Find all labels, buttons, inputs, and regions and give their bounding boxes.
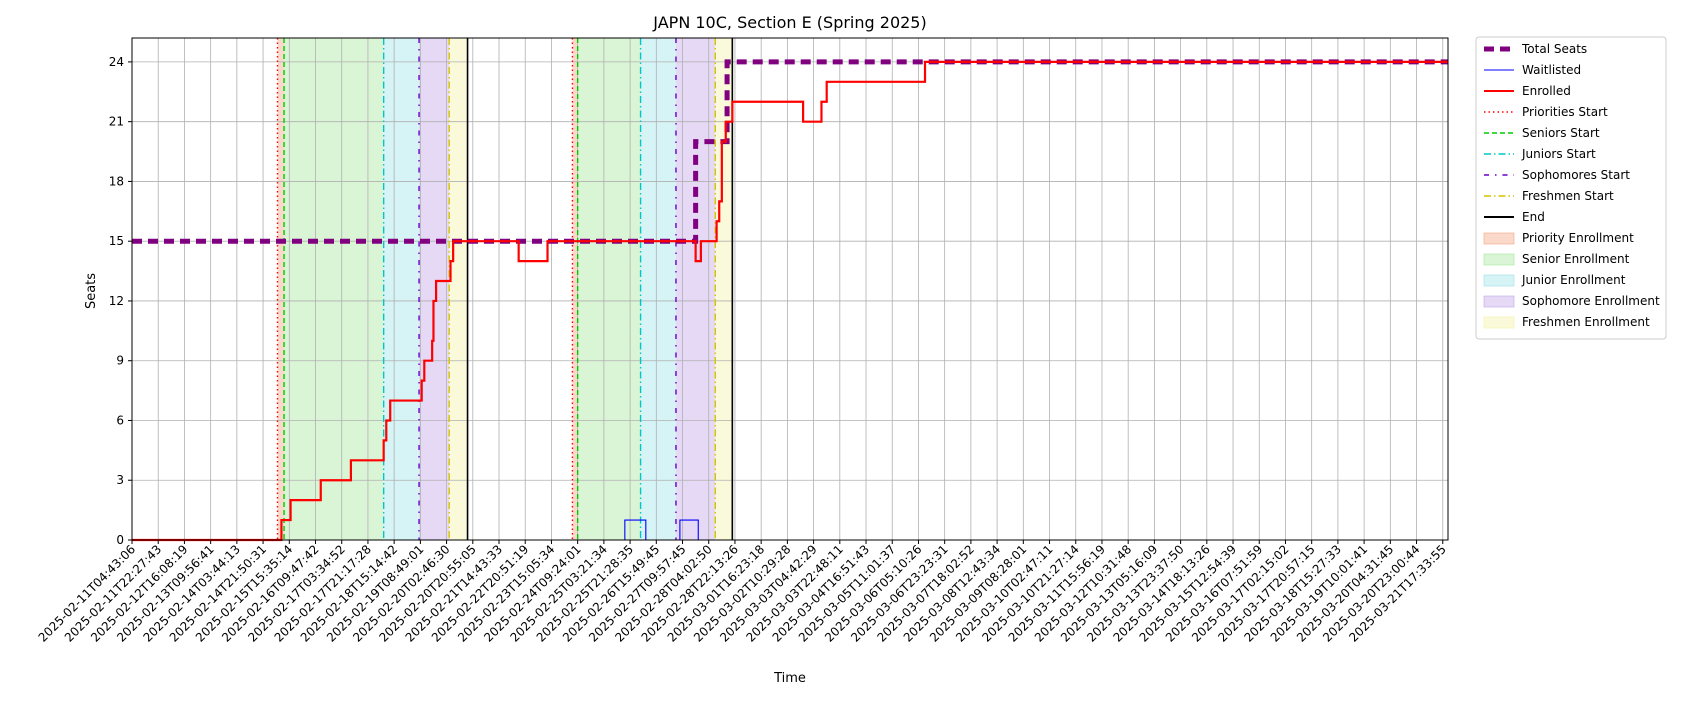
legend-label: Seniors Start: [1522, 126, 1600, 140]
series-line: [132, 60, 1448, 542]
legend-label: Freshmen Start: [1522, 189, 1614, 203]
legend-label: Sophomores Start: [1522, 168, 1630, 182]
legend-swatch: [1483, 253, 1515, 266]
legend-label: Enrolled: [1522, 84, 1571, 98]
legend-label: Sophomore Enrollment: [1522, 294, 1660, 308]
y-tick-label: 6: [116, 413, 124, 427]
legend-swatch: [1483, 232, 1515, 245]
y-tick-label: 9: [116, 354, 124, 368]
shaded-region: [383, 38, 420, 540]
legend-label: Priorities Start: [1522, 105, 1608, 119]
y-tick-label: 24: [109, 55, 124, 69]
legend-box: [1475, 36, 1667, 340]
y-tick-label: 15: [109, 234, 124, 248]
legend-swatch: [1483, 274, 1515, 287]
shaded-region: [449, 38, 468, 540]
legend-swatch: [1483, 295, 1515, 308]
y-tick-label: 21: [109, 115, 124, 129]
legend-label: Priority Enrollment: [1522, 231, 1634, 245]
legend-label: Juniors Start: [1521, 147, 1596, 161]
legend-label: Freshmen Enrollment: [1522, 315, 1650, 329]
plot-area: 036912151821242025-02-11T04:43:062025-02…: [36, 37, 1449, 645]
legend: Total Seats Waitlisted Enrolled Priorities …: [1475, 36, 1667, 340]
shaded-region: [572, 38, 578, 540]
chart-title: JAPN 10C, Section E (Spring 2025): [652, 13, 926, 32]
y-tick-label: 18: [109, 174, 124, 188]
y-axis-label: Seats: [84, 273, 99, 309]
shaded-region: [675, 38, 716, 540]
legend-label: Waitlisted: [1522, 63, 1581, 77]
y-tick-label: 0: [116, 533, 124, 547]
legend-swatch: [1483, 316, 1515, 329]
y-tick-label: 3: [116, 473, 124, 487]
shaded-region: [715, 38, 733, 540]
shaded-region: [640, 38, 676, 540]
legend-label: End: [1522, 210, 1545, 224]
plot-frame: [131, 37, 1449, 541]
y-tick-label: 12: [109, 294, 124, 308]
shaded-region: [577, 38, 641, 540]
shaded-region: [284, 38, 384, 540]
legend-label: Senior Enrollment: [1522, 252, 1630, 266]
x-axis-label: Time: [773, 671, 806, 686]
shaded-region: [419, 38, 450, 540]
legend-label: Junior Enrollment: [1521, 273, 1626, 287]
shaded-region: [277, 38, 285, 540]
legend-label: Total Seats: [1521, 42, 1587, 56]
